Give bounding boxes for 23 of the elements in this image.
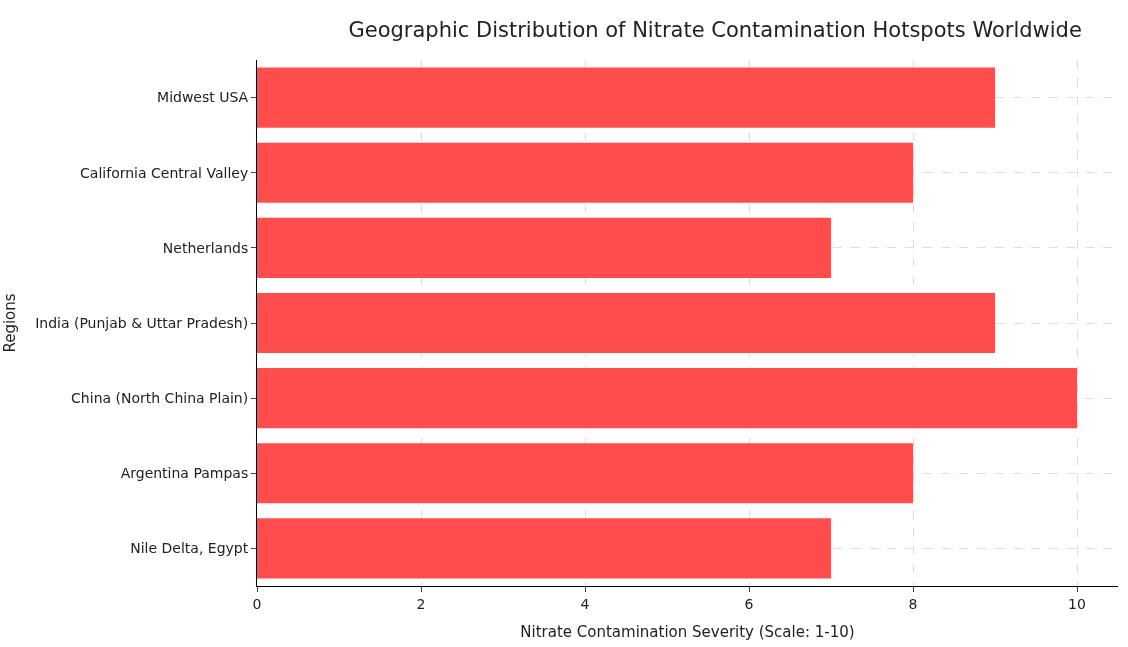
x-tick-label: 8 <box>908 595 918 612</box>
bar <box>257 142 913 203</box>
x-tick-label: 0 <box>252 595 262 612</box>
y-tick-label: India (Punjab & Uttar Pradesh) <box>35 314 249 331</box>
x-tick-label: 6 <box>744 595 754 612</box>
chart-title: Geographic Distribution of Nitrate Contamination Hotspots Worldwide <box>348 18 1082 43</box>
x-tick-label: 2 <box>416 595 426 612</box>
y-tick-label: California Central Valley <box>80 164 249 181</box>
y-tick-label: Argentina Pampas <box>120 465 249 482</box>
bar <box>257 292 995 354</box>
x-axis-title: Nitrate Contamination Severity (Scale: 1-10) <box>520 622 855 641</box>
bar <box>257 443 913 504</box>
x-tick-label: 10 <box>1068 595 1086 612</box>
y-tick-label: Midwest USA <box>157 89 249 106</box>
bar <box>257 67 995 128</box>
x-tick-label: 4 <box>580 595 590 612</box>
y-tick-label: China (North China Plain) <box>71 390 249 407</box>
y-tick-label: Nile Delta, Egypt <box>130 540 249 557</box>
y-axis-title: Regions <box>1 293 20 353</box>
bar <box>257 217 831 278</box>
bar <box>257 518 831 579</box>
bar <box>257 368 1077 429</box>
y-tick-label: Netherlands <box>162 239 249 256</box>
